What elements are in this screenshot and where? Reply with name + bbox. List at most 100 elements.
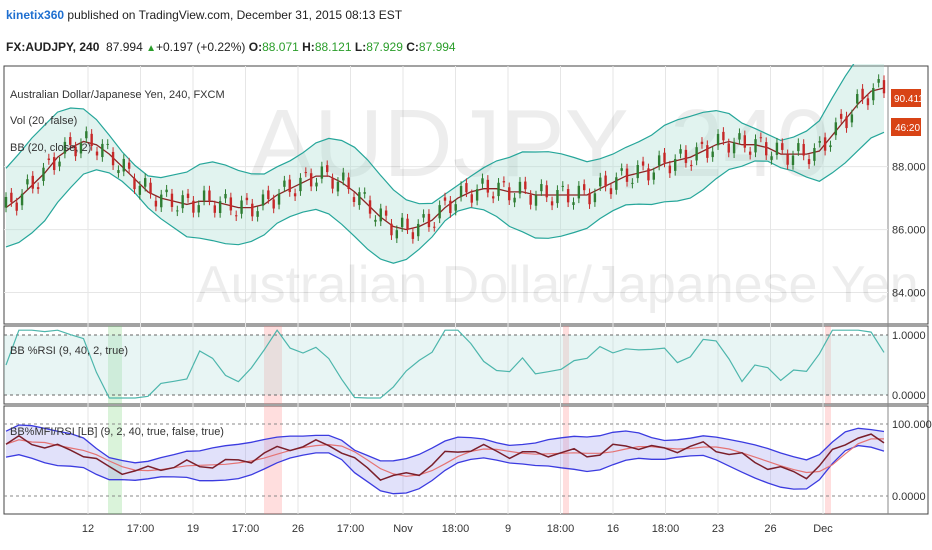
candle-body bbox=[593, 193, 597, 203]
candle-body bbox=[272, 199, 275, 209]
candle-body bbox=[208, 190, 211, 201]
signal-highlight bbox=[264, 326, 282, 404]
x-tick-label: 17:00 bbox=[127, 523, 155, 535]
candle-body bbox=[181, 195, 184, 209]
close-value: 87.994 bbox=[418, 40, 456, 54]
legend-mfi[interactable]: BB%MFI/RSI [LB] (9, 2, 40, true, false, … bbox=[10, 426, 224, 438]
candle-body bbox=[251, 203, 254, 217]
candle-body bbox=[652, 172, 655, 180]
candle-body bbox=[433, 226, 436, 228]
candle-body bbox=[368, 200, 372, 214]
rsi-tick-label: 0.0000 bbox=[892, 390, 926, 402]
quote-line: FX:AUDJPY, 240 87.994 ▲+0.197 (+0.22%) O… bbox=[6, 40, 456, 54]
candle-body bbox=[26, 179, 29, 185]
candle-body bbox=[524, 181, 527, 190]
legend-title: Australian Dollar/Japanese Yen, 240, FXC… bbox=[10, 89, 225, 101]
candle-body bbox=[454, 204, 457, 211]
candle-body bbox=[400, 217, 404, 228]
x-tick-label: Nov bbox=[393, 523, 413, 535]
candle-body bbox=[797, 143, 800, 152]
symbol-label: FX:AUDJPY, 240 bbox=[6, 40, 100, 54]
legend-rsi[interactable]: BB %RSI (9, 40, 2, true) bbox=[10, 345, 128, 357]
author-link[interactable]: kinetix360 bbox=[6, 8, 65, 22]
candle-body bbox=[358, 192, 361, 206]
x-tick-label: 16 bbox=[607, 523, 619, 535]
candle-body bbox=[15, 202, 18, 211]
candle-body bbox=[497, 182, 500, 197]
last-price-tag-text: 90.411 bbox=[894, 94, 924, 105]
mfi-tick-label: 0.0000 bbox=[892, 491, 926, 503]
candle-body bbox=[813, 147, 816, 161]
candle-body bbox=[438, 205, 441, 219]
rsi-band-fill bbox=[4, 335, 888, 395]
candle-body bbox=[540, 184, 543, 192]
candle-body bbox=[384, 210, 388, 216]
candle-body bbox=[491, 196, 495, 199]
candle-body bbox=[856, 94, 859, 104]
candle-body bbox=[427, 213, 431, 228]
candle-body bbox=[160, 194, 163, 208]
candle-body bbox=[636, 165, 639, 179]
candle-body bbox=[802, 143, 805, 156]
candle-body bbox=[106, 143, 109, 145]
legend-vol[interactable]: Vol (20, false) bbox=[10, 115, 77, 127]
candle-body bbox=[101, 143, 104, 158]
candle-body bbox=[52, 157, 56, 171]
candle-body bbox=[69, 137, 72, 145]
last-price: 87.994 bbox=[106, 40, 143, 54]
chart-canvas[interactable]: AUDJPY, 240 Australian Dollar/Japanese Y… bbox=[0, 64, 932, 550]
candle-body bbox=[465, 183, 468, 193]
candle-body bbox=[79, 143, 83, 154]
candle-body bbox=[861, 88, 864, 100]
candle-body bbox=[36, 187, 40, 190]
candle-body bbox=[267, 190, 270, 200]
signal-highlight bbox=[264, 406, 282, 514]
candle-body bbox=[192, 200, 195, 213]
candle-body bbox=[631, 182, 634, 184]
mfi-lower-band bbox=[5, 444, 885, 495]
candle-body bbox=[42, 167, 45, 182]
candle-body bbox=[722, 131, 725, 141]
candle-body bbox=[743, 135, 747, 148]
up-arrow-icon: ▲ bbox=[146, 43, 156, 54]
candle-body bbox=[732, 142, 736, 154]
candle-body bbox=[245, 197, 249, 201]
candle-body bbox=[326, 165, 329, 173]
candle-body bbox=[791, 155, 795, 165]
candle-body bbox=[47, 158, 51, 161]
candle-body bbox=[315, 182, 318, 187]
countdown-tag bbox=[891, 118, 921, 136]
candle-body bbox=[882, 80, 886, 94]
candle-body bbox=[566, 189, 570, 203]
signal-highlight bbox=[108, 326, 122, 404]
signal-highlight bbox=[825, 326, 831, 404]
countdown-tag-text: 46:20 bbox=[895, 123, 920, 134]
signal-highlight bbox=[563, 406, 569, 514]
candle-body bbox=[700, 141, 704, 145]
x-tick-label: 18:00 bbox=[442, 523, 470, 535]
signal-highlight bbox=[825, 406, 831, 514]
legend-bb[interactable]: BB (20, close, 2) bbox=[10, 142, 91, 154]
x-tick-label: 18:00 bbox=[652, 523, 680, 535]
candle-body bbox=[90, 133, 93, 146]
candle-body bbox=[20, 193, 24, 206]
candle-body bbox=[411, 232, 415, 239]
x-tick-label: 17:00 bbox=[337, 523, 365, 535]
candle-body bbox=[304, 172, 308, 174]
chart-header: kinetix360 published on TradingView.com,… bbox=[0, 0, 932, 64]
candle-body bbox=[823, 137, 827, 151]
signal-highlight bbox=[563, 326, 569, 404]
price-change: +0.197 (+0.22%) bbox=[156, 40, 246, 54]
candle-body bbox=[513, 197, 516, 203]
candle-body bbox=[288, 179, 291, 193]
x-tick-label: 9 bbox=[505, 523, 511, 535]
open-label: O: bbox=[248, 40, 263, 54]
candle-body bbox=[342, 172, 345, 181]
candle-body bbox=[235, 215, 238, 217]
candle-body bbox=[347, 177, 350, 190]
x-tick-label: 17:00 bbox=[232, 523, 260, 535]
mfi-line bbox=[5, 433, 885, 481]
x-tick-label: 26 bbox=[764, 523, 776, 535]
x-tick-label: Dec bbox=[813, 523, 833, 535]
candle-body bbox=[379, 208, 382, 222]
